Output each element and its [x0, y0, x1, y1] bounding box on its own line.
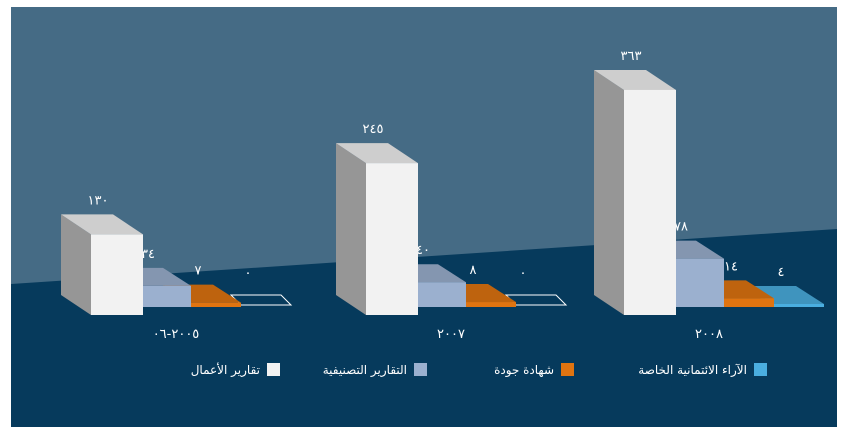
- value-label: ٧٨: [674, 220, 688, 235]
- value-label: ٣٤: [141, 247, 155, 262]
- bar-top-3-4: [746, 286, 824, 304]
- value-label: ٢٤٥: [363, 122, 384, 137]
- legend-swatch: [754, 363, 767, 376]
- legend-item-3: شهادة جودة: [494, 363, 574, 378]
- legend-item-4: الآراء الائتمانية الخاصة: [638, 363, 767, 378]
- bar-top-1-1: [61, 214, 143, 235]
- value-label: ١٣٠: [88, 193, 109, 208]
- chart-group-3: ٤ ١٤ ٧٨ ٣٦٣ ٢٠٠٨: [594, 49, 824, 342]
- bar-2-3: [466, 302, 516, 307]
- category-label: ٢٠٠٨: [695, 327, 723, 342]
- value-label: ١٤: [724, 259, 738, 274]
- value-label: ٨: [470, 263, 477, 278]
- bar-side-3-1: [594, 69, 624, 315]
- legend-item-2: التقارير التصنيفية: [323, 363, 427, 378]
- value-label: ٧: [195, 264, 202, 279]
- legend-label: التقارير التصنيفية: [323, 363, 407, 378]
- bar-3-3: [724, 298, 774, 307]
- bar-1-1: [91, 234, 143, 315]
- legend-label: شهادة جودة: [494, 363, 554, 378]
- bar-3-4: [774, 304, 824, 307]
- category-label: ٢٠٠٥-٠٦: [153, 327, 200, 342]
- chart-group-1: ٠ ٧ ٣٤ ١٣٠ ٢٠٠٥-٠٦: [61, 193, 293, 342]
- bar-top-3-1: [594, 69, 676, 90]
- chart: ٠ ٧ ٣٤ ١٣٠ ٢٠٠٥-٠٦ ٠ ٨ ٤٠ ٢٤٥ ٢٠٠٧ ٤ ١٤ ٧٨ ٣٦٣ ٢٠٠٨ تق…: [11, 7, 837, 427]
- value-label: ٠: [245, 266, 252, 281]
- bar-3-1: [624, 89, 676, 315]
- value-label: ٤٠: [416, 243, 430, 258]
- bar-top-2-1: [336, 143, 418, 164]
- value-label: ٠: [520, 266, 527, 281]
- bar-outline-1-4: [229, 294, 293, 306]
- chart-group-2: ٠ ٨ ٤٠ ٢٤٥ ٢٠٠٧: [336, 122, 568, 342]
- category-label: ٢٠٠٧: [437, 327, 465, 342]
- legend-swatch: [414, 363, 427, 376]
- legend-swatch: [561, 363, 574, 376]
- legend-label: الآراء الائتمانية الخاصة: [638, 363, 747, 378]
- bar-1-3: [191, 302, 241, 307]
- legend-item-1: تقارير الأعمال: [191, 362, 280, 378]
- bar-3-2: [674, 258, 724, 307]
- bar-side-2-1: [336, 143, 366, 315]
- value-label: ٤: [778, 265, 785, 280]
- bar-side-1-1: [61, 214, 91, 315]
- bar-2-2: [416, 282, 466, 307]
- chart-frame: ٠ ٧ ٣٤ ١٣٠ ٢٠٠٥-٠٦ ٠ ٨ ٤٠ ٢٤٥ ٢٠٠٧ ٤ ١٤ ٧٨ ٣٦٣ ٢٠٠٨ تق…: [11, 7, 837, 427]
- legend-swatch: [267, 363, 280, 376]
- bar-2-1: [366, 163, 418, 315]
- legend-label: تقارير الأعمال: [191, 362, 260, 378]
- bar-1-2: [141, 285, 191, 307]
- value-label: ٣٦٣: [621, 49, 642, 64]
